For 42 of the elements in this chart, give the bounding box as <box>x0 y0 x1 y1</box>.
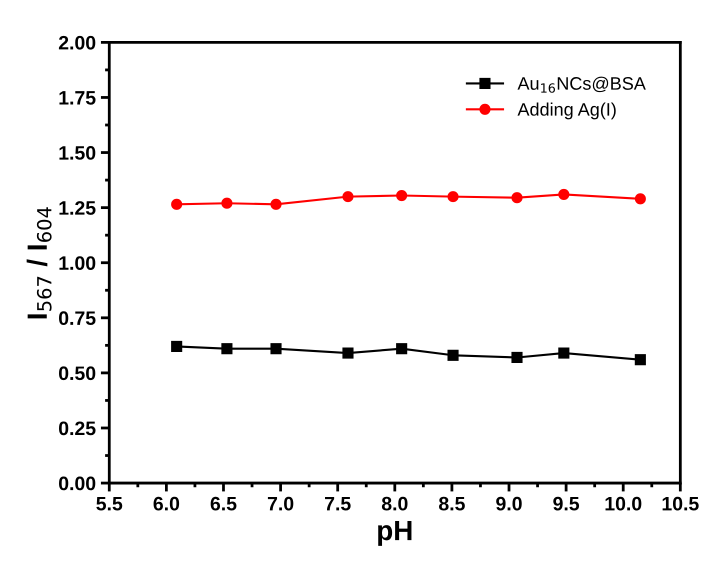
x-tick-label: 7.0 <box>268 496 294 511</box>
point <box>558 188 570 200</box>
x-tick-label: 9.5 <box>553 496 580 511</box>
point <box>558 348 570 359</box>
y-tick-label: 0.75 <box>59 311 96 326</box>
x-tick-label: 5.5 <box>96 496 122 511</box>
y-tick-label: 0.50 <box>59 366 96 380</box>
x-tick-label: 6.5 <box>210 496 236 511</box>
x-tick-label: 10.0 <box>606 496 642 511</box>
y-tick-label: 1.25 <box>59 201 96 215</box>
x-tick-label: 8.0 <box>382 496 408 511</box>
point <box>396 190 408 202</box>
y-tick-label: 1.75 <box>59 91 96 105</box>
y-tick-label: 1.00 <box>59 256 96 270</box>
y-tick-label: 0.00 <box>59 476 96 490</box>
legend-label: Adding Ag(I) <box>518 102 616 120</box>
point <box>221 198 232 209</box>
y-tick-label: 1.50 <box>59 146 96 160</box>
point <box>342 191 354 202</box>
x-axis-title: pH <box>378 520 412 546</box>
x-tick-label: 6.0 <box>154 496 180 511</box>
x-tick-label: 9.0 <box>496 496 522 511</box>
point <box>270 198 282 210</box>
x-tick-label: 8.5 <box>439 496 465 511</box>
point <box>511 192 523 204</box>
x-tick-label: 7.5 <box>325 496 351 511</box>
point <box>171 198 182 210</box>
point <box>342 348 354 359</box>
point <box>447 350 459 361</box>
point <box>511 352 523 364</box>
point <box>634 193 646 204</box>
point <box>270 343 282 354</box>
y-axis-title: I$_{567}$ / I$_{604}$ <box>26 207 52 318</box>
y-tick-label: 0.25 <box>59 421 96 436</box>
point <box>447 191 459 202</box>
point <box>221 343 232 354</box>
x-tick-label: 10.5 <box>662 496 699 511</box>
point <box>396 343 408 354</box>
y-tick-label: 2.00 <box>58 36 96 50</box>
legend-label: Au$_{16}$NCs@BSA <box>518 76 646 93</box>
point <box>171 340 182 352</box>
point <box>634 354 646 366</box>
